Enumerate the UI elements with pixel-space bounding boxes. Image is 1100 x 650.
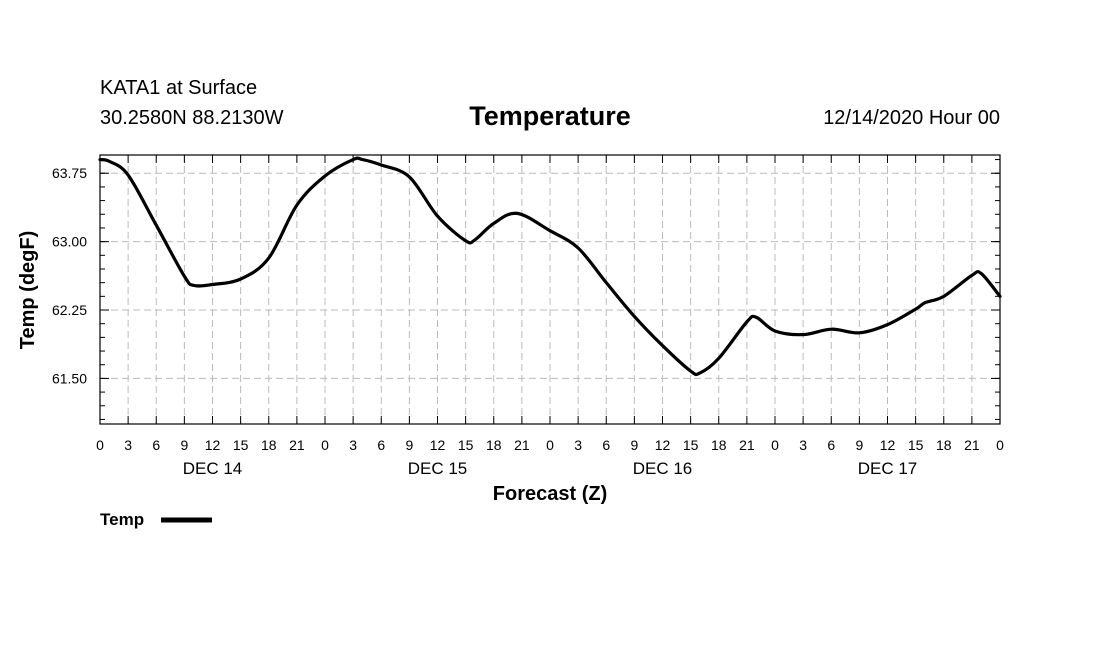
- day-label: DEC 17: [858, 459, 918, 478]
- location-label: 30.2580N 88.2130W: [100, 107, 284, 129]
- day-label: DEC 14: [183, 459, 243, 478]
- x-tick-label: 21: [514, 437, 530, 453]
- x-tick-label: 15: [908, 437, 924, 453]
- x-tick-label: 21: [739, 437, 755, 453]
- x-tick-label: 18: [711, 437, 727, 453]
- x-tick-label: 18: [936, 437, 952, 453]
- x-tick-label: 18: [486, 437, 502, 453]
- x-tick-label: 6: [152, 437, 160, 453]
- x-tick-label: 12: [430, 437, 446, 453]
- x-tick-label: 15: [458, 437, 474, 453]
- x-tick-label: 3: [574, 437, 582, 453]
- day-label: DEC 16: [633, 459, 693, 478]
- x-tick-label: 3: [799, 437, 807, 453]
- plot-frame: [99, 154, 1001, 425]
- x-tick-label: 12: [205, 437, 221, 453]
- y-axis-title: Temp (degF): [17, 231, 39, 350]
- x-tick-label: 6: [827, 437, 835, 453]
- x-tick-label: 3: [349, 437, 357, 453]
- x-tick-label: 21: [964, 437, 980, 453]
- x-axis-title: Forecast (Z): [493, 483, 607, 505]
- y-tick-label: 63.00: [52, 234, 87, 250]
- x-tick-label: 9: [630, 437, 638, 453]
- y-tick-label: 63.75: [52, 165, 87, 181]
- legend: Temp: [100, 510, 212, 529]
- x-tick-label: 0: [996, 437, 1004, 453]
- series-layer: [98, 156, 1002, 377]
- x-tick-label: 0: [96, 437, 104, 453]
- chart-title: Temperature: [469, 101, 631, 131]
- x-tick-label: 6: [602, 437, 610, 453]
- series-line-temp: [98, 156, 1002, 377]
- x-tick-labels: 0 3 6 9 12 15 18 21 0 3 6 9 12 15 18 21 0 3 6 9 12 15 18 21 0 3 6 9…: [96, 437, 1004, 453]
- x-tick-label: 0: [771, 437, 779, 453]
- x-tick-label: 21: [289, 437, 305, 453]
- x-tick-label: 15: [683, 437, 699, 453]
- x-tick-label: 18: [261, 437, 277, 453]
- valid-time-label: 12/14/2020 Hour 00: [823, 107, 1000, 129]
- x-tick-label: 9: [855, 437, 863, 453]
- station-label: KATA1 at Surface: [100, 77, 257, 99]
- x-tick-label: 12: [880, 437, 896, 453]
- day-labels: DEC 14 DEC 15 DEC 16 DEC 17: [183, 459, 918, 478]
- x-tick-label: 0: [546, 437, 554, 453]
- x-tick-label: 12: [655, 437, 671, 453]
- y-tick-label: 61.50: [52, 370, 87, 386]
- x-tick-label: 9: [405, 437, 413, 453]
- legend-label-temp: Temp: [100, 510, 144, 529]
- day-label: DEC 15: [408, 459, 468, 478]
- y-tick-labels: 61.50 62.25 63.00 63.75: [52, 165, 87, 386]
- x-tick-label: 6: [377, 437, 385, 453]
- x-tick-label: 15: [233, 437, 249, 453]
- x-tick-label: 9: [180, 437, 188, 453]
- y-tick-label: 62.25: [52, 302, 87, 318]
- grid-lines: [99, 155, 1001, 424]
- x-tick-label: 0: [321, 437, 329, 453]
- x-tick-label: 3: [124, 437, 132, 453]
